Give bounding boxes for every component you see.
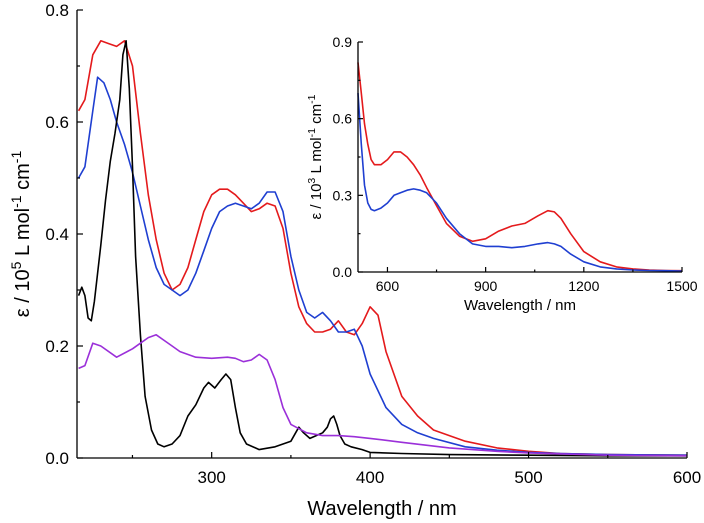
main-x-tick-label: 600 xyxy=(673,468,701,487)
main-y-tick-label: 0.2 xyxy=(45,337,69,356)
inset-y-tick-label: 0.3 xyxy=(333,187,353,203)
main-y-tick-label: 0.6 xyxy=(45,113,69,132)
main-y-tick-label: 0.8 xyxy=(45,1,69,20)
inset-series-blue-line xyxy=(357,93,683,272)
main-x-axis-title: Wavelength / nm xyxy=(307,498,456,520)
main-series-black-line xyxy=(77,40,687,457)
main-x-tick-label: 400 xyxy=(356,468,384,487)
main-x-tick-label: 300 xyxy=(197,468,225,487)
inset-x-tick-label: 1500 xyxy=(666,278,697,294)
inset-x-tick-label: 900 xyxy=(474,278,498,294)
inset-y-tick-label: 0.0 xyxy=(333,264,353,280)
main-y-tick-label: 0.0 xyxy=(45,449,69,468)
inset-plot: 600 900 1200 1500 0.0 0.3 0.6 0.9 Wavelength / n… xyxy=(306,34,698,314)
inset-y-tick-label: 0.6 xyxy=(333,111,353,127)
main-x-tick-label: 500 xyxy=(514,468,542,487)
inset-x-axis-title: Wavelength / nm xyxy=(464,297,576,314)
inset-series-red-line xyxy=(357,62,683,272)
inset-x-tick-label: 1200 xyxy=(568,278,599,294)
inset-x-tick-label: 600 xyxy=(376,278,400,294)
inset-y-tick-label: 0.9 xyxy=(333,34,353,50)
main-plot: 300 400 500 600 0.0 0.2 0.4 0.6 0.8 Wavelength / … xyxy=(8,1,701,520)
main-y-tick-label: 0.4 xyxy=(45,225,69,244)
inset-y-axis-title: ε / 103 L mol-1 cm-1 xyxy=(306,94,325,219)
main-series-purple-line xyxy=(78,334,688,457)
main-y-axis-title: ε / 105 L mol-1 cm-1 xyxy=(8,151,34,318)
main-series-red-line xyxy=(77,40,688,456)
